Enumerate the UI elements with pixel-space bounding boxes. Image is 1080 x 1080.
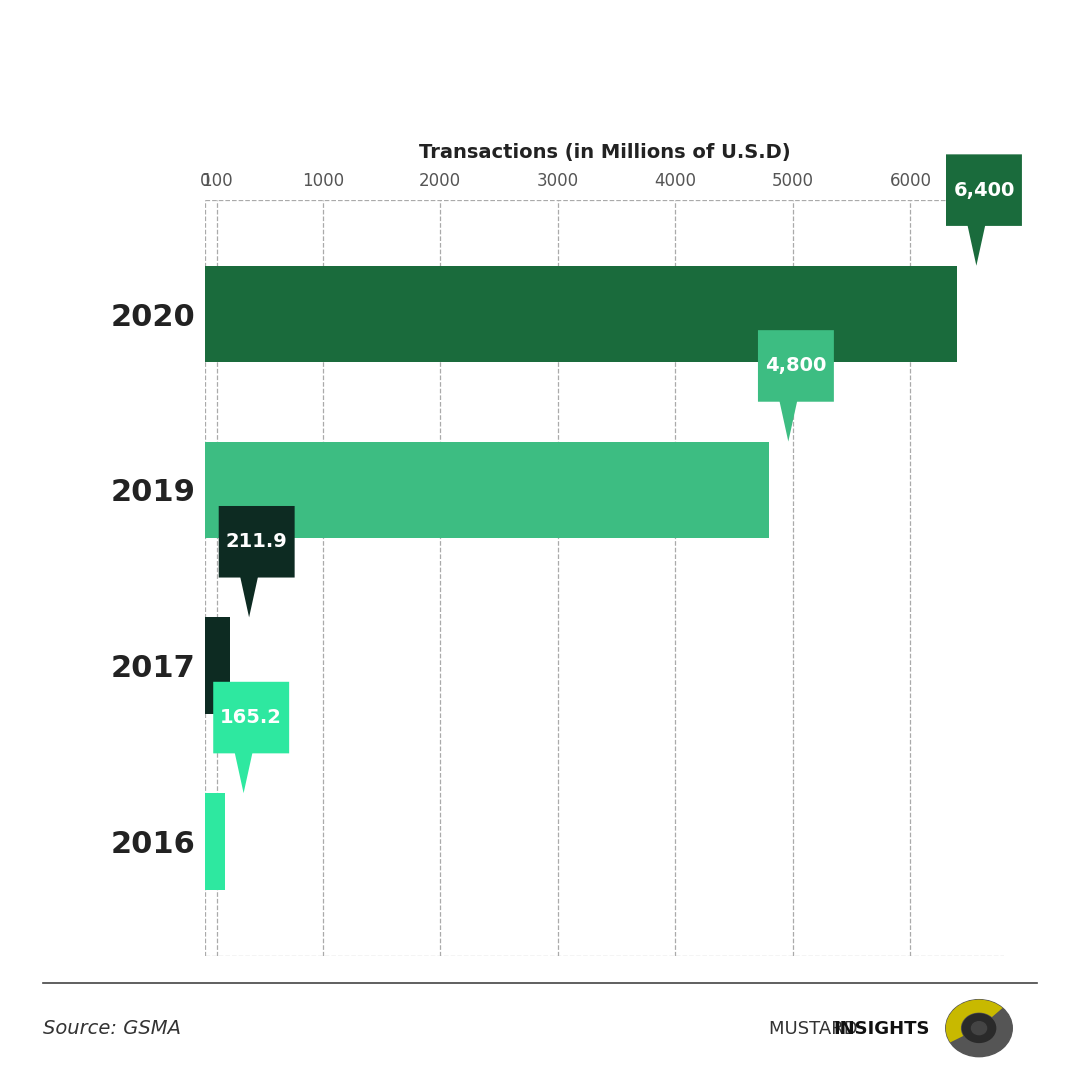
Bar — [205, 618, 230, 714]
Wedge shape — [946, 1000, 1002, 1042]
Bar — [205, 442, 769, 538]
Polygon shape — [968, 225, 985, 266]
Text: INSIGHTS: INSIGHTS — [833, 1020, 930, 1038]
FancyBboxPatch shape — [219, 507, 295, 578]
Text: Source: GSMA: Source: GSMA — [43, 1020, 181, 1038]
Polygon shape — [240, 576, 258, 618]
FancyBboxPatch shape — [946, 154, 1022, 226]
X-axis label: Transactions (in Millions of U.S.D): Transactions (in Millions of U.S.D) — [419, 144, 791, 162]
Polygon shape — [234, 752, 253, 793]
Circle shape — [972, 1022, 987, 1035]
Text: VOLUME OF MOBILE MONEY TRANSACTIONS: VOLUME OF MOBILE MONEY TRANSACTIONS — [68, 33, 964, 68]
FancyBboxPatch shape — [758, 330, 834, 402]
Text: IN WEST AFRICA FROM 2016 TO 2020: IN WEST AFRICA FROM 2016 TO 2020 — [68, 87, 827, 121]
Polygon shape — [779, 400, 797, 442]
Bar — [205, 793, 225, 890]
Bar — [205, 266, 957, 363]
FancyBboxPatch shape — [213, 681, 289, 754]
Text: 6,400: 6,400 — [954, 180, 1014, 200]
Circle shape — [946, 1000, 1012, 1056]
Text: 211.9: 211.9 — [226, 532, 287, 551]
Circle shape — [962, 1014, 996, 1042]
Text: 4,800: 4,800 — [766, 356, 826, 376]
Text: 165.2: 165.2 — [220, 708, 282, 727]
Text: MUSTARD: MUSTARD — [769, 1020, 863, 1038]
